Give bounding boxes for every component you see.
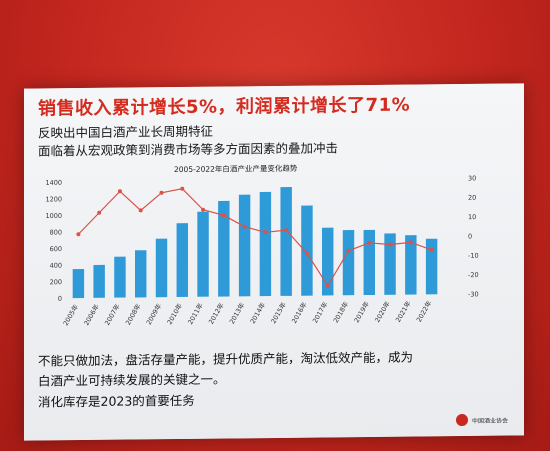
association-logo: 中国酒业协会: [455, 413, 508, 427]
x-tick-label: 2011年: [185, 301, 205, 326]
line-point: [242, 224, 247, 229]
slide-body-2: 白酒产业可持续发展的关键之一。: [38, 371, 226, 389]
left-tick-label: 1000: [45, 212, 62, 220]
slide-body-1: 不能只做加法，盘活存量产能，提升优质产能，淘汰低效产能，成为: [38, 349, 414, 369]
logo-icon: [455, 413, 468, 427]
bar: [72, 268, 85, 299]
bar: [176, 223, 188, 298]
line-point: [97, 210, 102, 215]
line-point: [304, 251, 309, 256]
line-point: [367, 240, 372, 245]
bar: [197, 211, 209, 297]
right-tick-label: 0: [468, 232, 472, 240]
line-point: [346, 248, 351, 253]
left-tick-label: 800: [50, 228, 62, 236]
left-tick-label: 1200: [45, 195, 62, 203]
left-axis: 0 200 400 600 800 1000 1200 1400: [45, 179, 62, 303]
bar: [155, 238, 168, 298]
bar: [322, 227, 334, 296]
bar: [301, 205, 313, 296]
left-tick-label: 0: [58, 295, 62, 303]
bar: [259, 191, 272, 297]
x-tick-label: 2009年: [144, 301, 164, 326]
x-tick-label: 2014年: [248, 300, 268, 325]
x-tick-label: 2020年: [372, 299, 392, 324]
line-point: [221, 213, 226, 218]
line-point: [325, 283, 330, 288]
bar: [238, 194, 251, 297]
slide-body-3: 消化库存是2023的首要任务: [38, 392, 195, 410]
bar: [384, 233, 396, 295]
line-point: [76, 232, 81, 237]
line-series: [76, 186, 434, 288]
line-point: [408, 240, 413, 245]
bar-series: [72, 187, 438, 299]
line-point: [159, 190, 164, 195]
x-tick-label: 2006年: [82, 302, 102, 327]
right-tick-label: -20: [468, 271, 479, 279]
x-axis-labels: 2005年 2006年 2007年 2008年 2009年 2010年 2011年 2012年…: [61, 298, 434, 327]
x-tick-label: 2010年: [165, 301, 185, 326]
right-tick-label: 20: [468, 194, 476, 202]
line-point: [263, 230, 268, 235]
left-tick-label: 400: [50, 262, 62, 270]
x-tick-label: 2016年: [289, 300, 309, 325]
line-point: [138, 208, 143, 213]
x-tick-label: 2013年: [227, 300, 247, 325]
line-point: [117, 189, 122, 194]
presentation-screen: 销售收入累计增长5%，利润累计增长了71% 反映出中国白酒产业长周期特征 面临着…: [24, 83, 524, 441]
x-tick-label: 2007年: [102, 302, 122, 327]
growth-line: [77, 188, 432, 287]
bar: [280, 187, 292, 296]
right-axis: 30 20 10 0 -10 -20 -30: [468, 174, 479, 298]
bar: [135, 250, 147, 298]
right-tick-label: -10: [468, 252, 479, 260]
logo-text: 中国酒业协会: [471, 417, 508, 425]
slide: 销售收入累计增长5%，利润累计增长了71% 反映出中国白酒产业长周期特征 面临着…: [24, 83, 524, 441]
x-tick-label: 2021年: [393, 299, 413, 324]
right-tick-label: -30: [468, 290, 479, 298]
bar: [114, 256, 126, 298]
slide-headline: 销售收入累计增长5%，利润累计增长了71%: [38, 94, 411, 120]
left-tick-label: 1400: [45, 179, 62, 187]
bar: [93, 264, 105, 298]
bar: [425, 238, 438, 295]
line-point: [429, 247, 434, 252]
bar: [342, 230, 355, 296]
right-tick-label: 30: [468, 174, 476, 182]
left-tick-label: 200: [50, 278, 62, 286]
x-tick-label: 2018年: [331, 299, 351, 324]
left-tick-label: 600: [50, 245, 62, 253]
production-chart: 0 200 400 600 800 1000 1200 1400 30 20 10 0 -10 -20 -…: [45, 174, 479, 327]
x-tick-label: 2019年: [352, 299, 372, 324]
line-point: [284, 228, 289, 233]
x-tick-label: 2015年: [269, 300, 289, 325]
line-point: [180, 186, 185, 191]
bar: [363, 229, 375, 296]
right-tick-label: 10: [468, 213, 476, 221]
x-tick-label: 2008年: [123, 302, 143, 327]
x-tick-label: 2017年: [310, 300, 330, 325]
line-point: [388, 242, 393, 247]
bar: [218, 200, 230, 297]
x-tick-label: 2005年: [61, 302, 81, 327]
bar: [405, 235, 417, 295]
slide-subtitle-2: 面临着从宏观政策到消费市场等多方面因素的叠加冲击: [38, 140, 339, 159]
x-tick-label: 2012年: [206, 301, 226, 326]
x-tick-label: 2022年: [414, 298, 434, 323]
line-point: [201, 207, 206, 212]
